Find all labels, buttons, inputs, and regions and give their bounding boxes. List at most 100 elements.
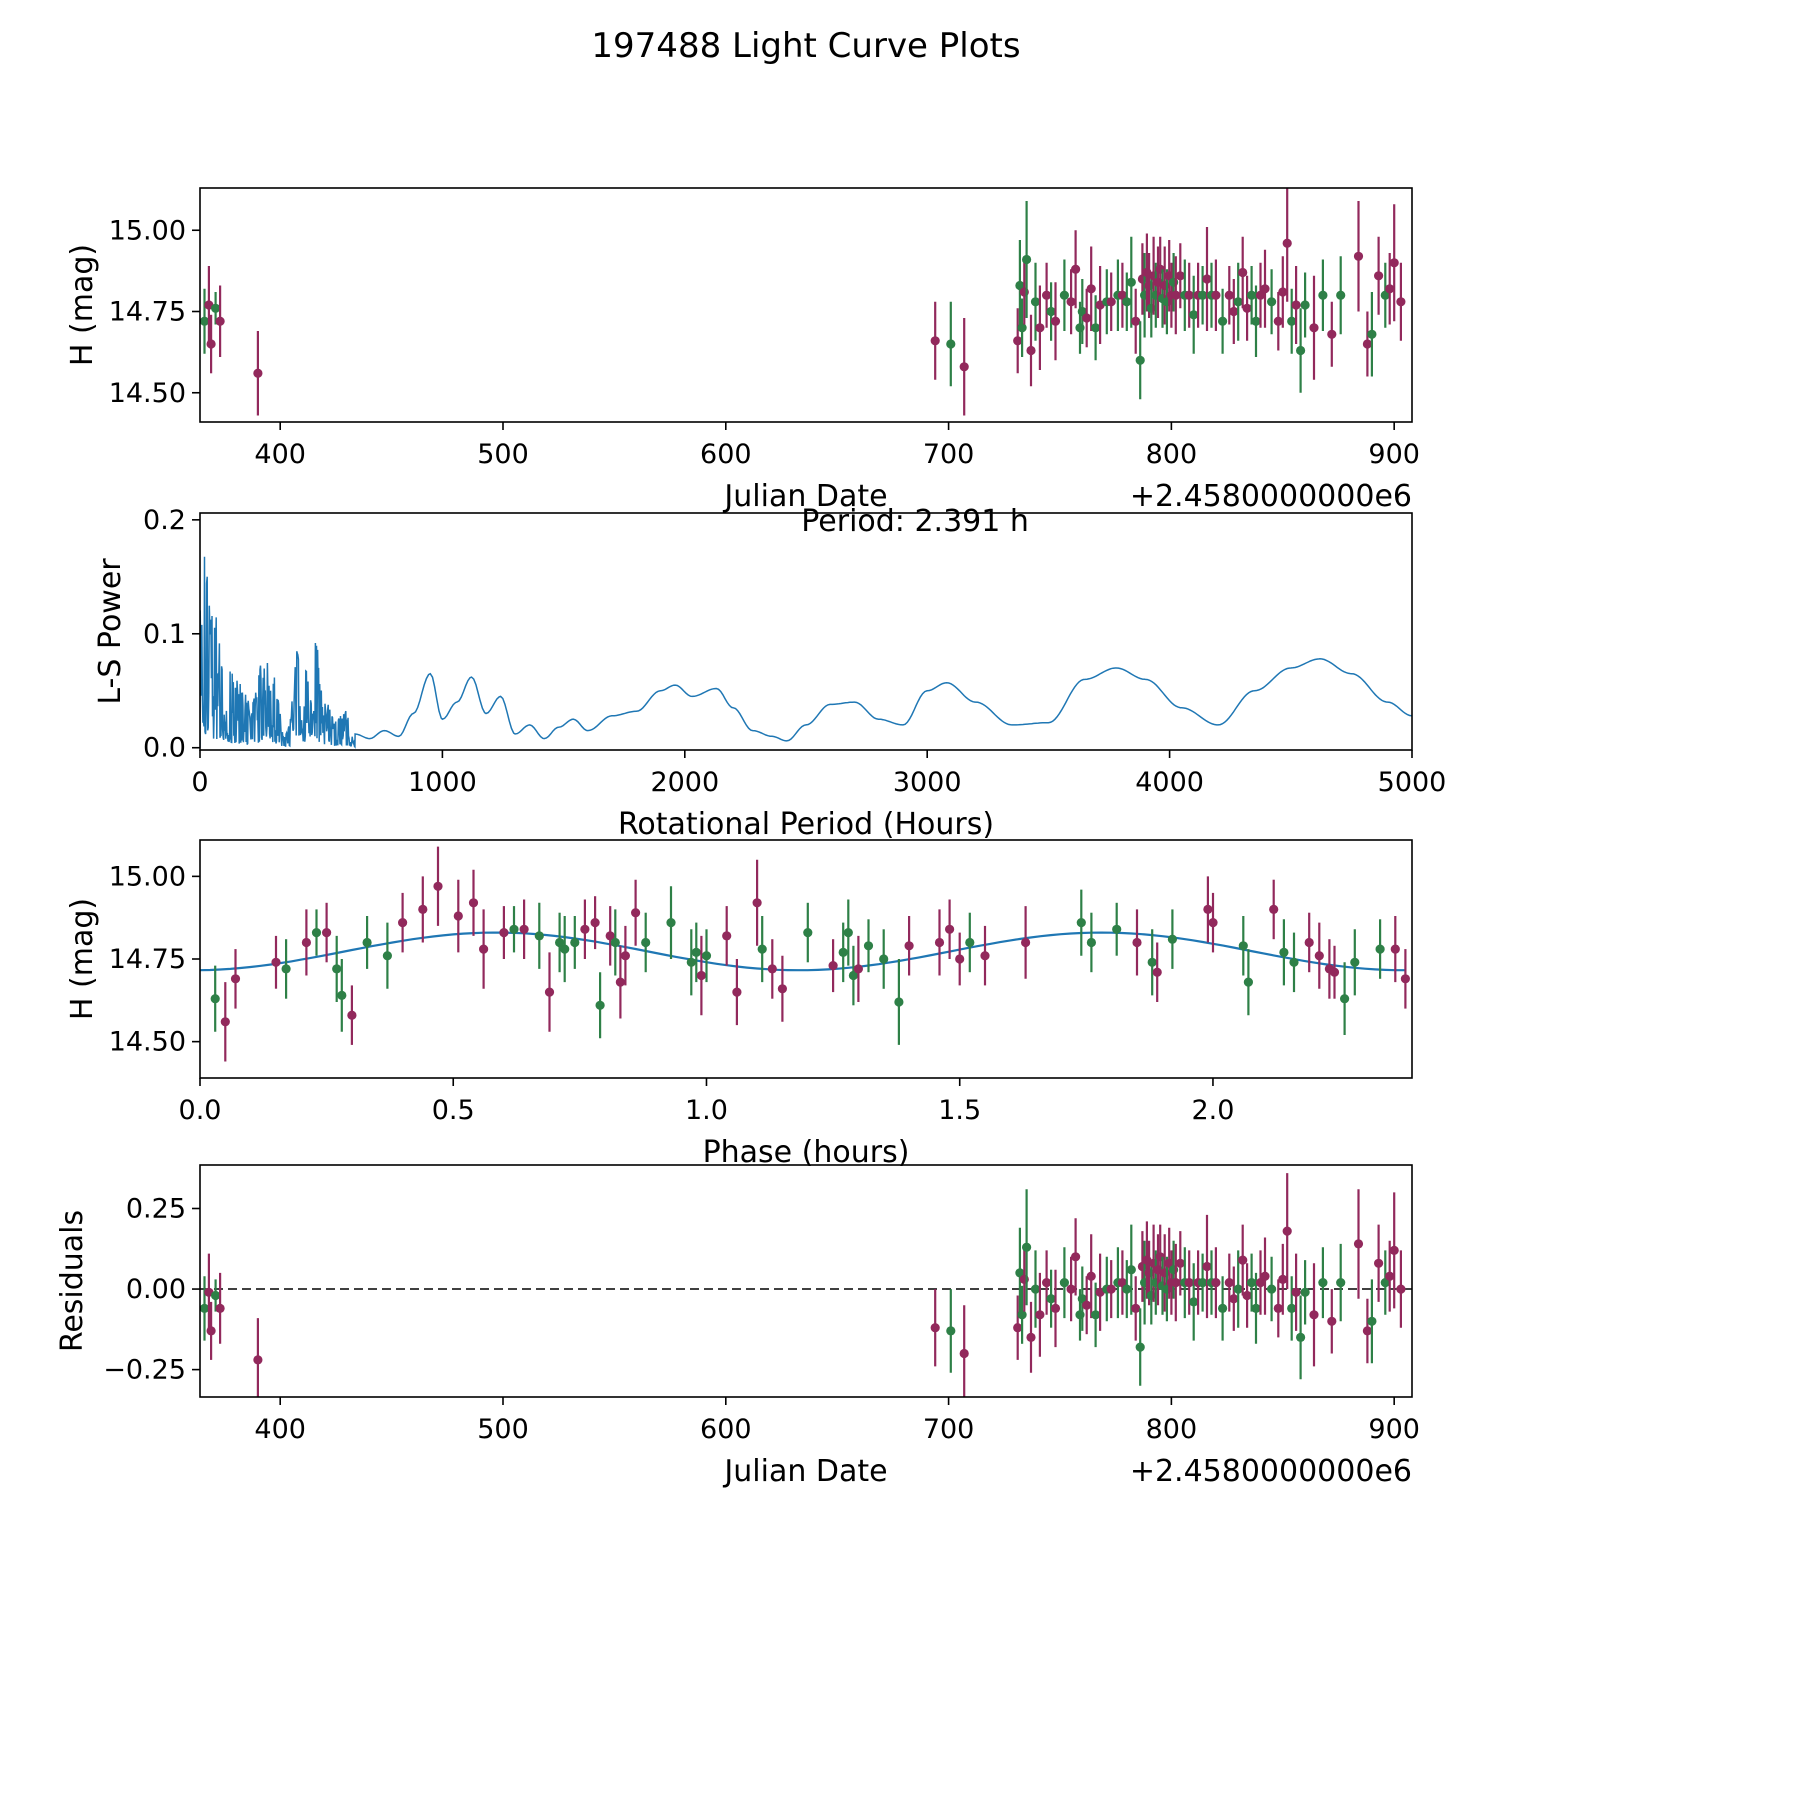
data-point [1318, 290, 1328, 300]
data-point [1353, 1239, 1364, 1249]
data-point [1013, 1323, 1023, 1333]
data-point [1167, 934, 1177, 944]
panel-phase: 0.0 0.5 1.0 1.5 2.0 15.00 14.75 14.50 Phase (hou… [65, 839, 1413, 1170]
data-point [1218, 1303, 1228, 1313]
data-point [980, 951, 990, 961]
data-point [555, 937, 565, 948]
data-point [1273, 1303, 1283, 1313]
data-point [777, 984, 788, 994]
data-point [1035, 323, 1045, 333]
data-point [1066, 297, 1076, 307]
x-offset-label: +2.4580000000e6 [1130, 1454, 1412, 1489]
data-point [1380, 1278, 1390, 1288]
data-point [1309, 1310, 1319, 1320]
data-point [1242, 303, 1252, 313]
figure-title: 197488 Light Curve Plots [591, 26, 1021, 66]
data-point [1314, 951, 1324, 961]
plot-area-phase [200, 846, 1410, 1062]
data-point [337, 990, 347, 1001]
data-point [853, 964, 864, 974]
panel-periodogram: 0 1000 2000 3000 4000 5000 0.2 0.1 0.0 Rotational… [93, 504, 1446, 842]
data-point [934, 937, 945, 948]
axes-frame [199, 512, 1413, 751]
data-point [1318, 1278, 1328, 1288]
data-point [930, 1323, 940, 1333]
data-point [1282, 238, 1292, 248]
data-point [1042, 290, 1052, 300]
data-point [1224, 290, 1234, 300]
data-point [220, 1017, 230, 1027]
x-tick-label: 1000 [408, 767, 477, 798]
data-point [946, 1326, 956, 1336]
data-point [1282, 1226, 1292, 1236]
data-point [1066, 1284, 1076, 1294]
data-point [1050, 1303, 1061, 1313]
data-point [1026, 345, 1036, 356]
x-tick-label: 600 [700, 1414, 752, 1445]
data-point [1340, 994, 1350, 1004]
data-point [271, 957, 281, 967]
data-point [215, 316, 225, 326]
data-point [1390, 944, 1400, 954]
data-point [1229, 1294, 1239, 1304]
data-point [1086, 1271, 1096, 1281]
x-tick-label: 400 [254, 439, 306, 470]
data-point [945, 924, 955, 934]
data-point [1126, 277, 1136, 287]
data-point [1233, 297, 1243, 307]
data-point [1147, 957, 1157, 967]
data-point [1071, 264, 1081, 274]
x-tick-label: 5000 [1378, 767, 1447, 798]
data-point [1267, 297, 1277, 307]
data-point [1278, 287, 1288, 297]
data-point [1211, 1278, 1221, 1288]
data-point [1362, 339, 1372, 349]
data-point [1233, 1284, 1243, 1294]
data-point [1022, 1242, 1032, 1252]
data-point [509, 924, 519, 934]
data-point [1362, 1326, 1372, 1336]
x-tick-label: 4000 [1135, 767, 1204, 798]
y-axis-label: H (mag) [65, 244, 100, 366]
data-point [1117, 290, 1127, 300]
data-point [382, 951, 392, 961]
y-tick-label: 0.2 [143, 505, 186, 536]
data-point [418, 904, 428, 915]
data-point [1015, 280, 1025, 291]
data-point [879, 954, 889, 964]
plot-area-residuals [200, 1173, 1412, 1397]
data-point [1046, 1294, 1056, 1304]
data-point [347, 1010, 357, 1020]
data-point [1050, 316, 1061, 326]
data-point [1091, 323, 1101, 333]
data-point [332, 964, 342, 974]
data-point [701, 951, 712, 961]
x-tick-label: 1.0 [685, 1095, 728, 1126]
data-point [1218, 316, 1228, 326]
data-point [215, 1303, 225, 1313]
y-tick-label: 14.50 [109, 378, 186, 409]
data-point [631, 908, 641, 918]
y-tick-label: −0.25 [103, 1355, 186, 1386]
x-axis-label: Rotational Period (Hours) [618, 807, 994, 842]
data-point [1171, 1278, 1181, 1288]
data-point [1224, 1278, 1234, 1288]
data-point [1203, 904, 1213, 915]
data-point [1086, 937, 1096, 948]
data-point [1059, 1278, 1069, 1288]
data-point [1046, 306, 1056, 317]
data-point [1202, 274, 1212, 284]
data-point [615, 977, 626, 987]
data-point [1017, 323, 1027, 333]
data-point [1208, 918, 1218, 928]
data-point [767, 964, 777, 974]
y-tick-label: 0.1 [143, 619, 186, 650]
data-point [1030, 1284, 1041, 1294]
x-tick-label: 900 [1368, 439, 1420, 470]
data-point [848, 970, 859, 981]
data-point [1238, 1255, 1248, 1265]
data-point [362, 937, 372, 948]
data-point [1086, 284, 1096, 294]
data-point [1389, 1245, 1399, 1255]
data-point [1077, 1294, 1087, 1304]
